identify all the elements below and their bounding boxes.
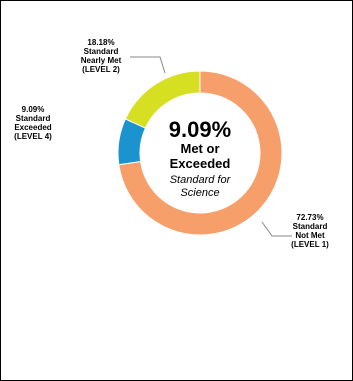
label-leader-lines [130, 56, 292, 237]
label-level-1-line-1: 72.73% [296, 213, 323, 222]
leader-line-1 [261, 221, 292, 237]
label-level-2-line-4: (LEVEL 2) [82, 65, 120, 74]
label-level-1-line-3: Not Met [295, 231, 325, 240]
label-level-4-line-2: Standard [16, 114, 51, 123]
label-level-2-line-3: Nearly Met [81, 56, 122, 65]
label-level-1-line-2: Standard [293, 222, 328, 231]
label-level-4-line-1: 9.09% [22, 105, 45, 114]
slice-level-1 [118, 70, 283, 236]
center-line-3: Standard for [170, 174, 232, 186]
slice-level-2 [124, 70, 201, 129]
center-value: 9.09% [169, 117, 231, 142]
center-line-4: Science [180, 187, 219, 199]
label-level-4-line-4: (LEVEL 4) [14, 132, 52, 141]
label-level-4-line-3: Exceeded [14, 123, 51, 132]
label-level-1-line-4: (LEVEL 1) [291, 240, 329, 249]
center-line-1: Met or [181, 141, 220, 156]
donut-slices [117, 70, 283, 236]
label-level-2-line-1: 18.18% [87, 38, 114, 47]
leader-line-3 [130, 56, 166, 74]
center-line-2: Exceeded [170, 156, 231, 171]
label-level-2-line-2: Standard [84, 47, 119, 56]
